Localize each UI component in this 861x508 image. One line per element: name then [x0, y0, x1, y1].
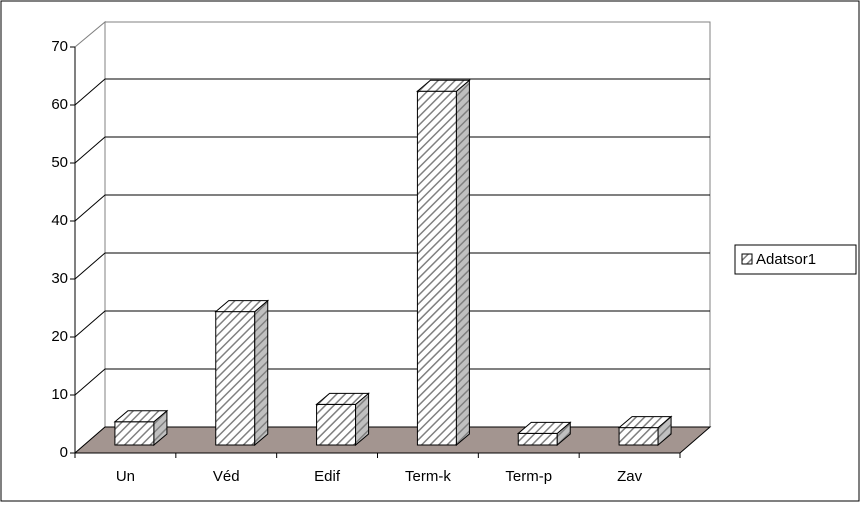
y-tick-label: 70 — [51, 38, 68, 55]
y-tick-label: 60 — [51, 96, 68, 113]
bar-front — [517, 432, 558, 446]
grid-line — [74, 252, 710, 280]
grid-line — [74, 194, 710, 222]
x-tick-label: Term-k — [405, 468, 451, 485]
floor — [73, 426, 712, 454]
bar-top — [113, 410, 169, 423]
x-tick-label: Term-p — [505, 468, 552, 485]
y-tick-label: 50 — [51, 154, 68, 171]
y-tick-label: 20 — [51, 328, 68, 345]
grid-line — [74, 78, 710, 106]
x-tick-label: Véd — [213, 468, 240, 485]
bar-front — [416, 90, 457, 446]
legend-label: Adatsor1 — [756, 251, 816, 268]
bar-front — [215, 311, 256, 446]
y-tick-label: 40 — [51, 212, 68, 229]
bar-top — [617, 416, 673, 429]
bar-top — [315, 392, 370, 405]
x-tick-label: Zav — [617, 468, 643, 485]
bar — [617, 415, 673, 447]
bar-top — [416, 79, 471, 92]
bar — [416, 79, 471, 447]
side-wall — [74, 20, 106, 455]
grid-line — [74, 368, 710, 396]
y-tick-label: 30 — [51, 270, 68, 287]
bar-side — [254, 299, 269, 447]
bar-side — [455, 79, 470, 447]
legend-swatch — [741, 253, 753, 265]
back-wall — [104, 21, 711, 428]
bar-top — [516, 421, 572, 434]
bar — [214, 299, 270, 447]
x-tick-label: Edif — [314, 468, 341, 485]
bar-top — [214, 300, 270, 313]
bar — [113, 409, 169, 447]
bar — [315, 392, 370, 447]
grid-line — [74, 310, 710, 338]
grid-line — [74, 136, 710, 164]
bar-front — [316, 403, 357, 446]
y-tick-label: 10 — [51, 386, 68, 403]
bar-front — [618, 427, 659, 446]
bar — [516, 421, 572, 447]
bar-front — [114, 421, 155, 446]
legend — [734, 244, 857, 275]
x-tick-label: Un — [116, 468, 135, 485]
y-tick-label: 0 — [60, 444, 68, 461]
